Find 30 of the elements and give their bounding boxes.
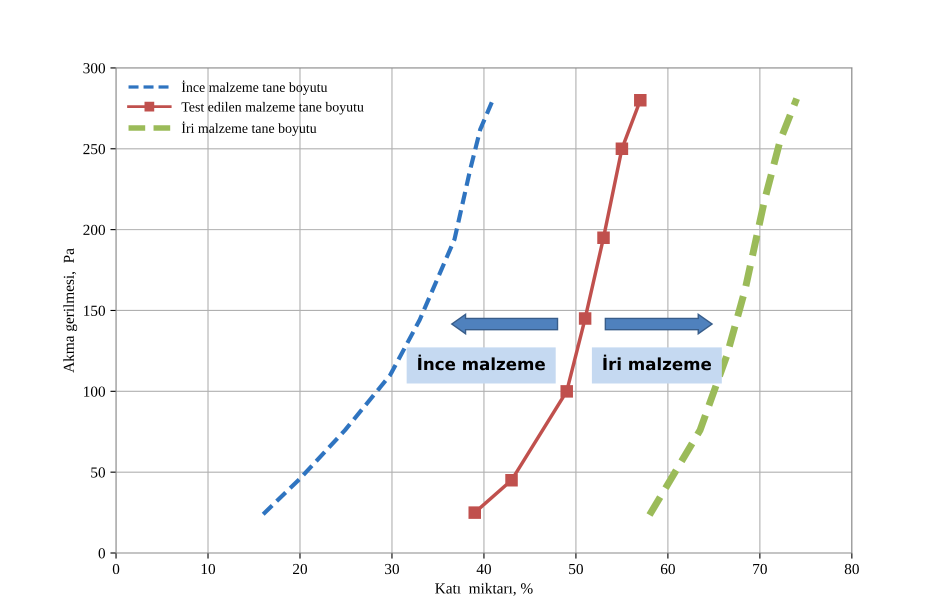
y-tick-label: 150 xyxy=(84,306,106,316)
point xyxy=(597,231,610,244)
point xyxy=(616,142,628,156)
x-tick-label: 80 xyxy=(844,564,859,574)
x-axis-title: Katı miktarı, % xyxy=(435,582,533,596)
y-tick-label: 250 xyxy=(83,144,106,154)
y-axis-title: Akma gerilmesi, Pa xyxy=(63,248,78,373)
x-tick-label: 0 xyxy=(112,564,120,574)
annotation: İri malzeme xyxy=(603,354,712,370)
x-tick-label: 10 xyxy=(202,564,216,574)
y-tick-label: 0 xyxy=(98,548,106,558)
x-tick-label: 70 xyxy=(753,564,767,574)
x-tick-label: 50 xyxy=(569,564,583,574)
point xyxy=(560,385,573,398)
legend-label: İri malzeme tane boyutu xyxy=(182,121,316,136)
point xyxy=(578,312,592,325)
legend-label: Test edilen malzeme tane boyutu xyxy=(182,102,364,115)
point xyxy=(634,94,647,107)
y-tick-label: 50 xyxy=(91,467,106,478)
legend-label: İnce malzeme tane boyutu xyxy=(182,80,328,95)
annotation: İnce malzeme xyxy=(418,354,545,370)
y-tick-label: 300 xyxy=(83,63,106,74)
y-tick-label: 200 xyxy=(83,224,106,236)
x-tick-label: 60 xyxy=(660,564,675,574)
x-tick-label: 40 xyxy=(476,564,491,574)
point xyxy=(468,506,481,519)
x-tick-label: 20 xyxy=(293,564,308,574)
x-tick-label: 30 xyxy=(385,564,400,574)
point xyxy=(505,474,518,486)
y-tick-label: 100 xyxy=(84,386,106,397)
